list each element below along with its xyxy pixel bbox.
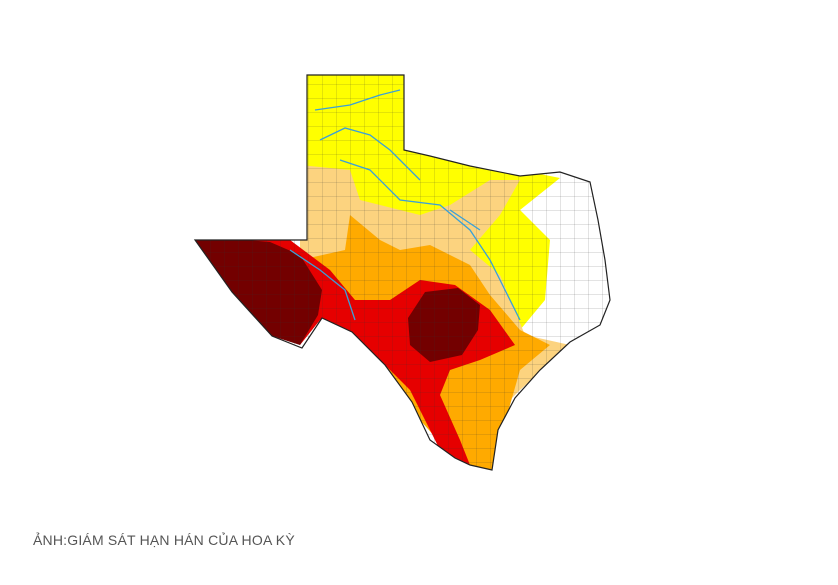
texas-outline [193,74,611,471]
texas [195,75,610,470]
caption: ẢNH:GIÁM SÁT HẠN HÁN CỦA HOA KỲ [33,532,295,548]
